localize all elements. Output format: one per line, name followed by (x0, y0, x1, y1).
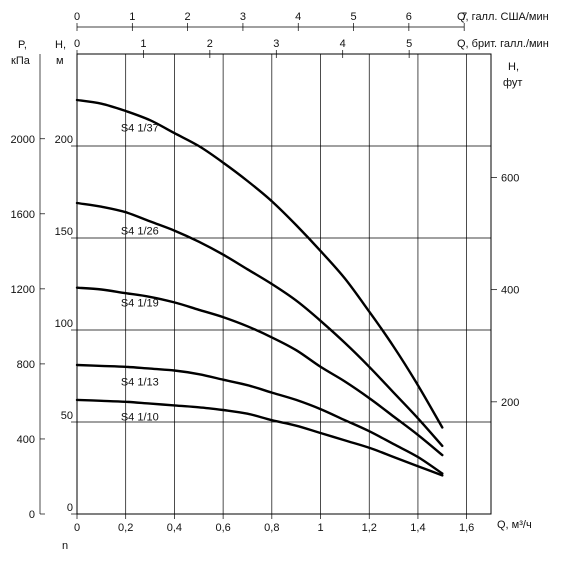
top-us-tick-label: 6 (406, 11, 412, 23)
top-us-tick-label: 7 (461, 11, 467, 23)
curve-label-3: S4 1/13 (121, 377, 159, 389)
top-uk-tick-label: 3 (273, 38, 279, 50)
head-m-tick-label: 200 (55, 134, 73, 146)
curve-label-2: S4 1/19 (121, 297, 159, 309)
bottom-left-label: n (62, 540, 68, 552)
top-us-tick-label: 3 (240, 11, 246, 23)
x-tick-label: 1 (317, 522, 323, 534)
top-us-tick-label: 1 (129, 11, 135, 23)
top-uk-tick-label: 5 (406, 38, 412, 50)
pressure-axis-title-1: P, (18, 39, 27, 51)
head-m-tick-label: 100 (55, 318, 73, 330)
top-us-tick-label: 5 (350, 11, 356, 23)
pressure-tick-label: 800 (17, 359, 35, 371)
top-us-tick-label: 2 (185, 11, 191, 23)
head-m-axis-title-2: м (56, 55, 64, 67)
x-tick-label: 0,4 (167, 522, 182, 534)
top-uk-tick-label: 2 (207, 38, 213, 50)
curve-label-1: S4 1/26 (121, 226, 159, 238)
curve-label-4: S4 1/10 (121, 411, 159, 423)
axes-layer: 0 0,2 0,4 0,6 0,8 1 1,2 1,4 1,605010015020004008… (11, 11, 520, 534)
curve-series-1 (75, 201, 444, 448)
head-ft-tick-label: 200 (501, 397, 519, 409)
pressure-tick-label: 1200 (11, 284, 35, 296)
x-tick-label: 0,2 (118, 522, 133, 534)
pressure-tick-label: 400 (17, 434, 35, 446)
top-uk-tick-label: 0 (74, 38, 80, 50)
curve-series-4 (75, 398, 444, 477)
head-m-tick-label: 150 (55, 226, 73, 238)
top-axis-us-title: Q, галл. США/мин (457, 11, 549, 23)
head-ft-tick-label: 400 (501, 285, 519, 297)
curve-series-2 (75, 286, 444, 457)
x-tick-label: 1,4 (410, 522, 425, 534)
x-tick-label: 0 (74, 522, 80, 534)
head-ft-axis-title-1: H, (508, 61, 519, 73)
top-axis-uk-title: Q, брит. галл./мин (457, 38, 549, 50)
x-axis-title: Q, м³/ч (497, 519, 532, 531)
curve-label-0: S4 1/37 (121, 123, 159, 135)
x-tick-label: 1,2 (362, 522, 377, 534)
pressure-tick-label: 2000 (11, 134, 35, 146)
head-m-tick-label: 50 (61, 410, 73, 422)
pressure-axis-title-2: кПа (11, 55, 31, 67)
top-uk-tick-label: 4 (340, 38, 346, 50)
head-m-tick-label: 0 (67, 502, 73, 514)
curve-series-3 (75, 363, 444, 475)
top-us-tick-label: 0 (74, 11, 80, 23)
head-ft-tick-label: 600 (501, 173, 519, 185)
head-ft-axis-title-2: фут (503, 77, 522, 89)
x-tick-label: 0,6 (215, 522, 230, 534)
curve-series-0 (75, 98, 444, 429)
head-m-axis-title-1: H, (55, 39, 66, 51)
curves-layer: S4 1/37 S4 1/26 S4 1/19 S4 1/13 S4 1/10 (75, 98, 444, 477)
x-tick-label: 0,8 (264, 522, 279, 534)
top-us-tick-label: 4 (295, 11, 301, 23)
pressure-tick-label: 1600 (11, 209, 35, 221)
pressure-tick-label: 0 (29, 509, 35, 521)
x-tick-label: 1,6 (459, 522, 474, 534)
top-uk-tick-label: 1 (140, 38, 146, 50)
